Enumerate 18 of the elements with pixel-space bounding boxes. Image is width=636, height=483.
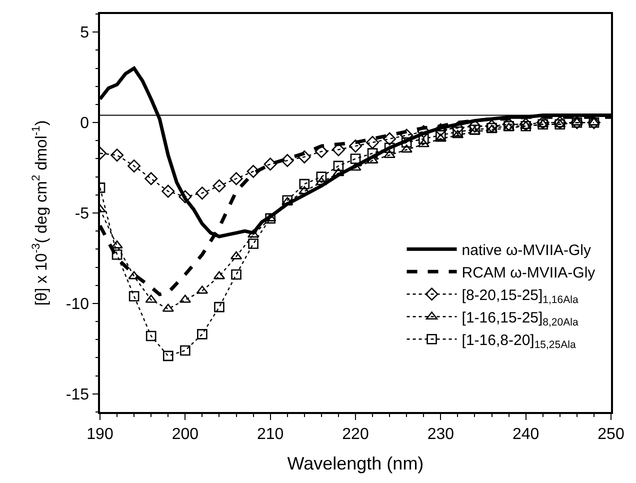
legend-label: [1-16,15-25]$_{8,20Ala}$ (462, 310, 578, 329)
y-tick-label: -5 (74, 206, 90, 223)
x-tick-label: 210 (256, 426, 284, 443)
x-tick-label: 190 (86, 426, 114, 443)
x-tick-label: 250 (598, 426, 624, 443)
y-tick-label: 0 (80, 115, 90, 132)
x-tick-label: 230 (427, 426, 454, 443)
x-tick-label: 240 (512, 426, 540, 443)
legend-label: [8-20,15-25]$_{1,16Ala}$ (462, 287, 578, 306)
x-tick-label: 220 (342, 426, 369, 443)
y-tick-label: 5 (80, 24, 90, 42)
legend-label: native ω-MVIIA-Gly (462, 242, 592, 259)
x-tick-label: 200 (172, 426, 199, 443)
legend-label: RCAM ω-MVIIA-Gly (462, 264, 596, 282)
x-axis-title: Wavelength (nm) (287, 454, 424, 474)
y-tick-label: -15 (66, 386, 90, 404)
legend-label: [1-16,8-20]$_{15,25Ala}$ (462, 332, 576, 352)
y-tick-label: -10 (66, 296, 90, 314)
